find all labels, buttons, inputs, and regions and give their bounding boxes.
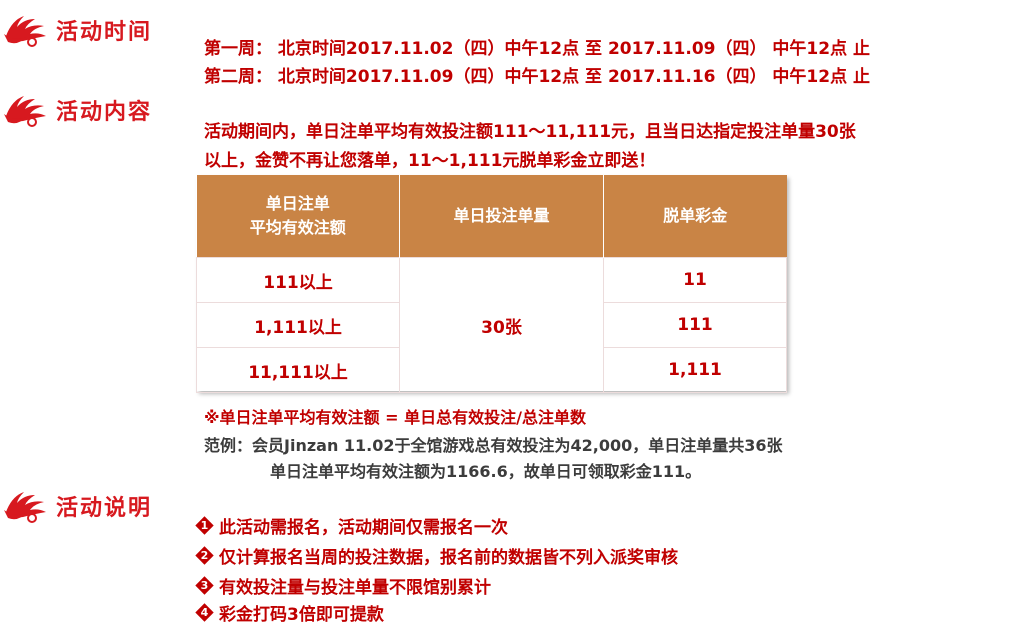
number-1-icon: 1 (195, 516, 214, 535)
table-row: 111以上 30张 11 (196, 257, 787, 393)
section-content-header: 活动内容 (2, 90, 152, 130)
count-cell: 30张 (399, 257, 604, 393)
formula-note: ※单日注单平均有效注额 = 单日总有效投注/总注单数 (204, 408, 586, 427)
section-notes-header: 活动说明 (2, 486, 152, 526)
example-line-1: 范例：会员Jinzan 11.02于全馆游戏总有效投注为42,000，单日注单量… (204, 436, 783, 455)
note-item-3: 3 有效投注量与投注单量不限馆别累计 (195, 573, 491, 598)
table-header-row: 单日注单 平均有效注额 单日投注单量 脱单彩金 (196, 175, 787, 258)
header-avg-amount-line2: 平均有效注额 (249, 218, 346, 237)
note-item-1: 1 此活动需报名，活动期间仅需报名一次 (195, 513, 508, 538)
section-time-header: 活动时间 (2, 10, 152, 50)
note-text: 彩金打码3倍即可提款 (219, 605, 384, 625)
number-2-icon: 2 (195, 546, 214, 565)
note-item-2: 2 仅计算报名当周的投注数据，报名前的数据皆不列入派奖审核 (195, 543, 678, 568)
amount-cell: 111以上 (196, 257, 400, 303)
section-time-title: 活动时间 (56, 20, 153, 45)
note-text: 此活动需报名，活动期间仅需报名一次 (219, 518, 508, 538)
section-content-title: 活动内容 (56, 100, 153, 125)
wing-icon (4, 16, 46, 47)
bonus-cell: 11 (603, 257, 787, 303)
table-row: 11,111以上 1,111 (196, 347, 787, 393)
note-text: 有效投注量与投注单量不限馆别累计 (219, 578, 491, 598)
bonus-cell: 1,111 (603, 347, 787, 393)
content-line-1: 活动期间内，单日注单平均有效投注额111～11,111元，且当日达指定投注单量3… (204, 122, 856, 142)
time-line-week2: 第二周： 北京时间2017.11.09（四）中午12点 至 2017.11.16… (204, 67, 870, 87)
wing-icon (4, 492, 46, 523)
header-avg-amount-line1: 单日注单 (265, 194, 330, 213)
note-item-4: 4 彩金打码3倍即可提款 (195, 600, 384, 625)
bonus-table: 单日注单 平均有效注额 单日投注单量 脱单彩金 111以上 30张 11 1,1… (196, 175, 787, 393)
section-notes-title: 活动说明 (56, 496, 153, 521)
header-bonus: 脱单彩金 (603, 175, 787, 258)
table-row: 1,111以上 111 (196, 302, 787, 348)
number-4-icon: 4 (195, 603, 214, 622)
wing-icon (4, 96, 46, 127)
amount-cell: 11,111以上 (196, 347, 400, 393)
amount-cell: 1,111以上 (196, 302, 400, 348)
note-text: 仅计算报名当周的投注数据，报名前的数据皆不列入派奖审核 (219, 548, 678, 568)
example-line-2: 单日注单平均有效注额为1166.6，故单日可领取彩金111。 (270, 462, 702, 481)
content-line-2: 以上，金赞不再让您落单，11～1,111元脱单彩金立即送！ (204, 151, 656, 171)
number-3-icon: 3 (195, 576, 214, 595)
bonus-cell: 111 (603, 302, 787, 348)
header-bet-count: 单日投注单量 (399, 175, 604, 258)
time-line-week1: 第一周： 北京时间2017.11.02（四）中午12点 至 2017.11.09… (204, 39, 870, 59)
header-avg-amount: 单日注单 平均有效注额 (196, 175, 400, 258)
